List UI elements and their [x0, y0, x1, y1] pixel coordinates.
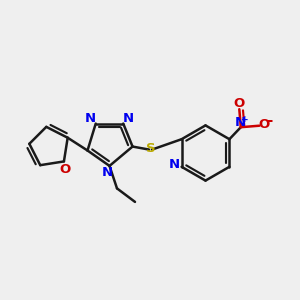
Text: N: N: [101, 166, 113, 179]
Text: N: N: [85, 112, 96, 125]
Text: N: N: [169, 158, 180, 171]
Text: -: -: [266, 113, 272, 128]
Text: O: O: [259, 118, 270, 131]
Text: S: S: [146, 142, 156, 155]
Text: N: N: [235, 116, 246, 130]
Text: N: N: [123, 112, 134, 125]
Text: O: O: [59, 163, 71, 176]
Text: O: O: [234, 97, 245, 110]
Text: +: +: [242, 116, 249, 124]
